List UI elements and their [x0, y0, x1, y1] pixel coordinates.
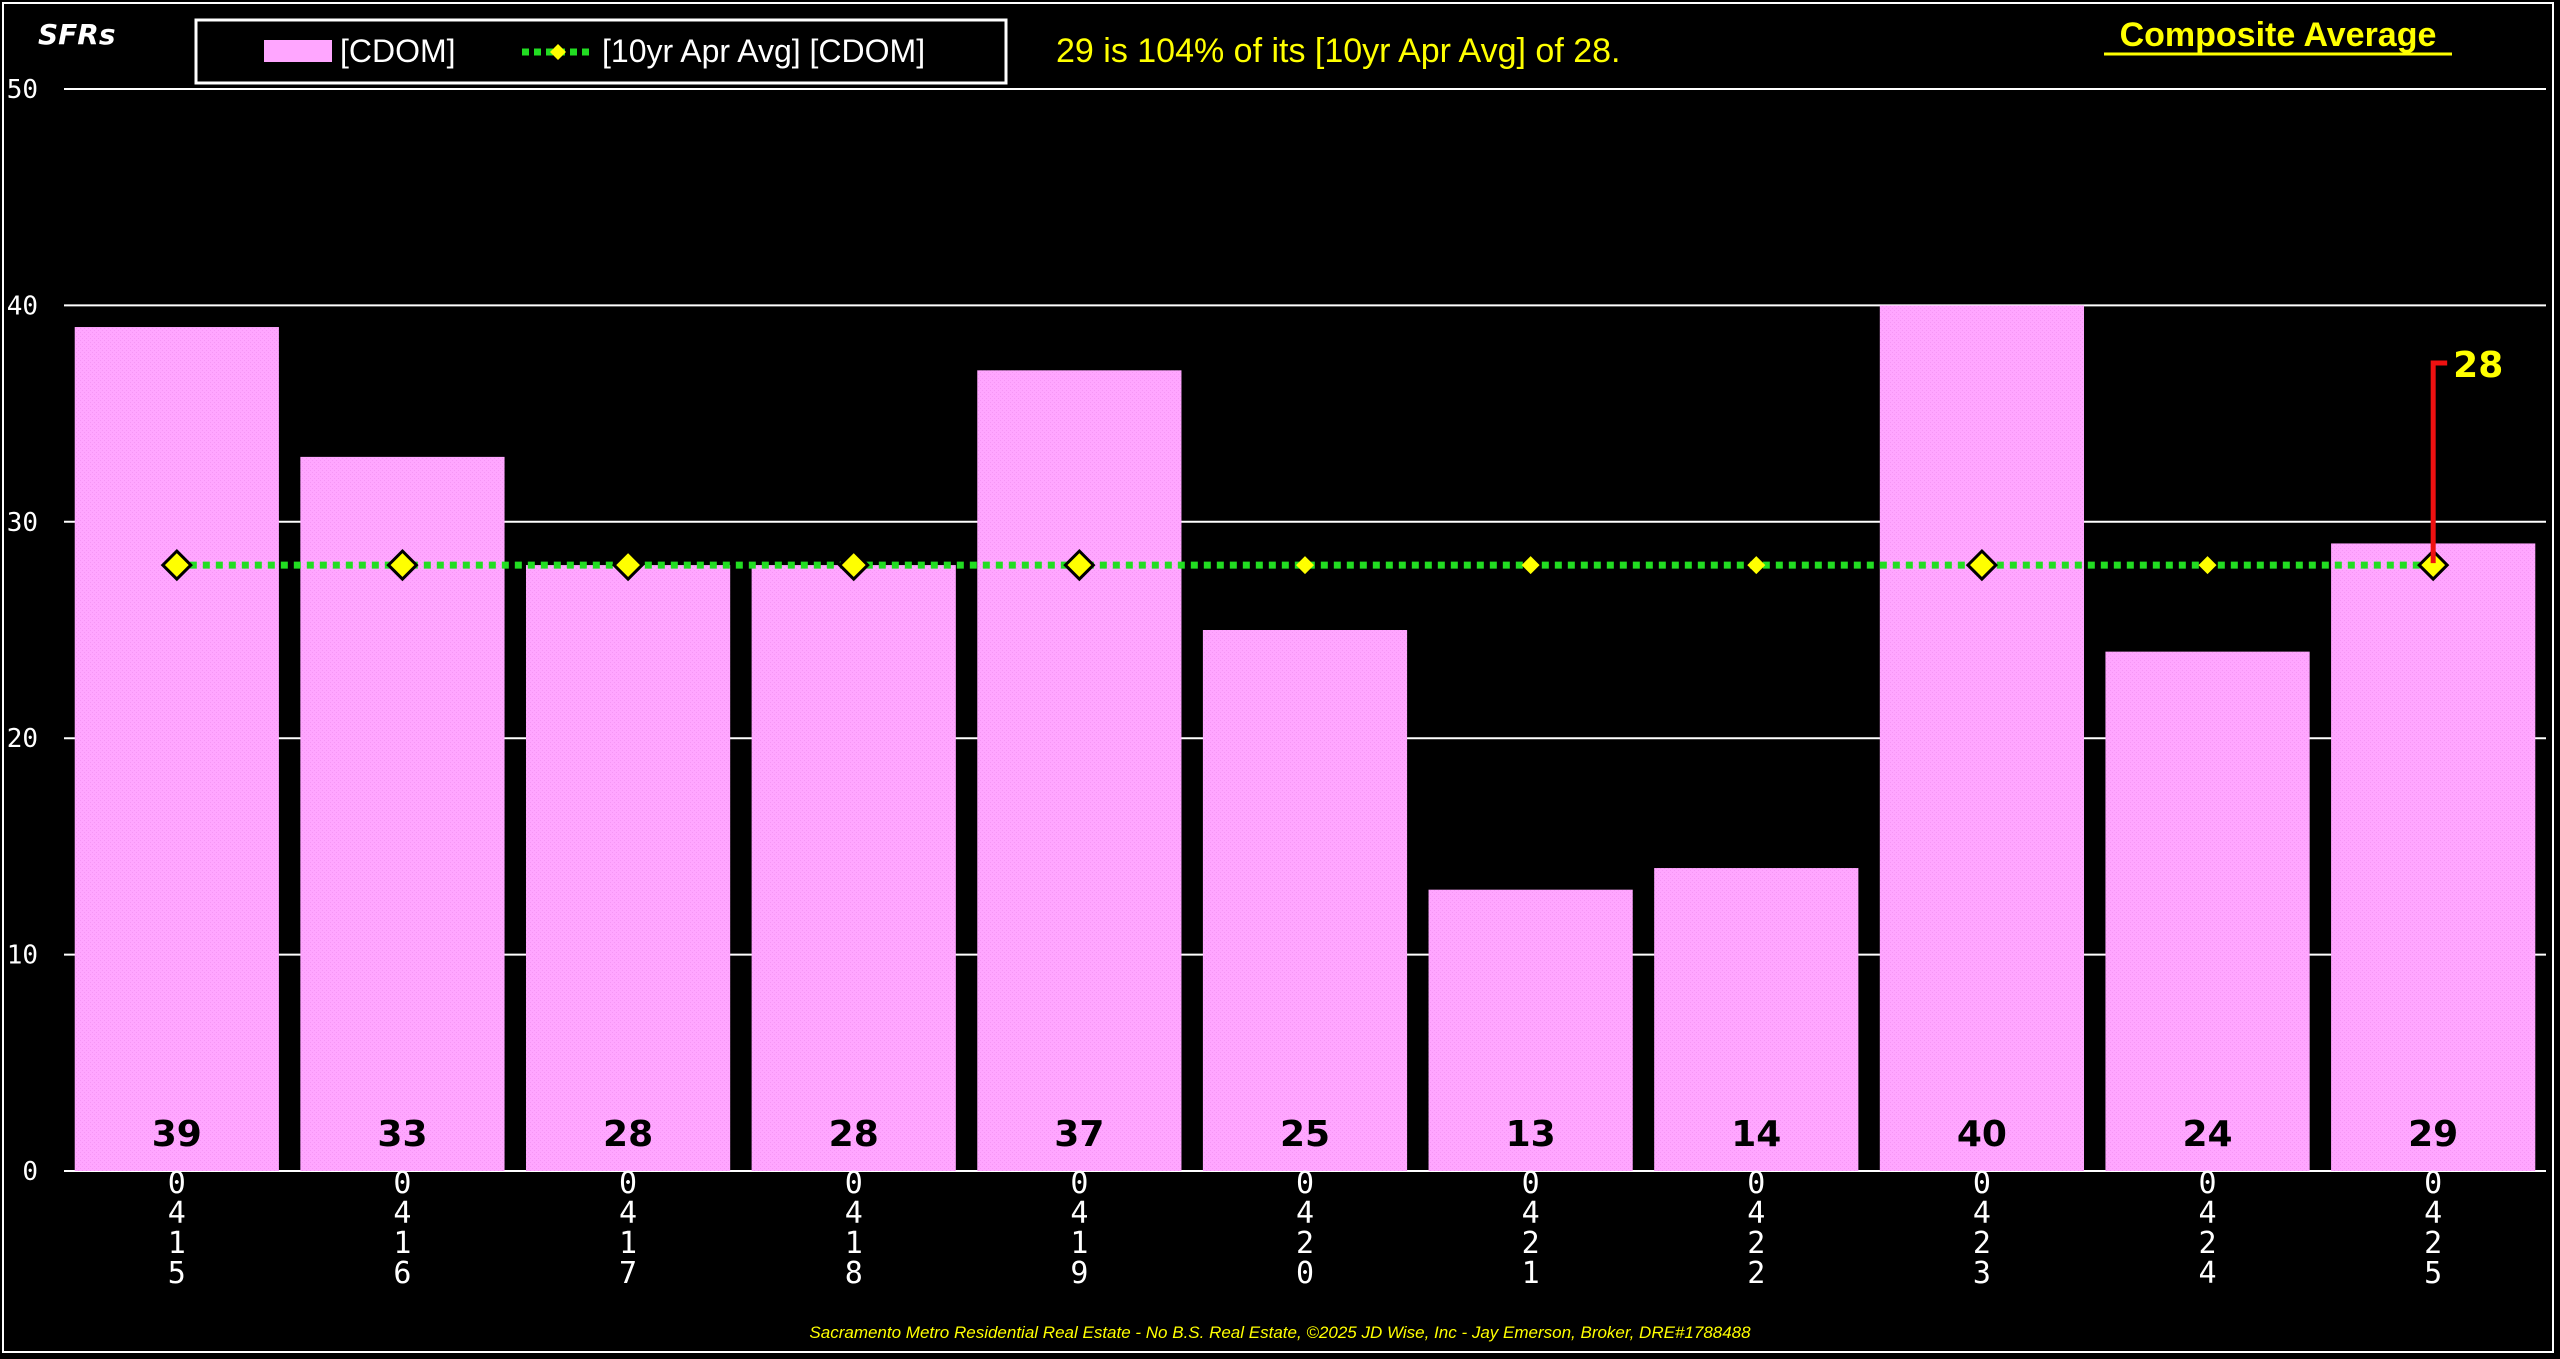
y-tick-label: 10: [7, 941, 38, 971]
average-markers: [160, 548, 2450, 582]
y-tick-label: 50: [7, 75, 38, 105]
bar: [74, 327, 279, 1171]
bar: [751, 565, 956, 1171]
y-tick-label: 30: [7, 508, 38, 538]
bar-value-label: 39: [152, 1114, 202, 1155]
summary-text: 29 is 104% of its [10yr Apr Avg] of 28.: [1056, 32, 1621, 70]
y-tick-label: 20: [7, 724, 38, 754]
bar: [1654, 868, 1859, 1171]
legend-bar-label: [CDOM]: [340, 33, 456, 69]
bar: [525, 565, 731, 1171]
legend: [CDOM] [10yr Apr Avg] [CDOM]: [194, 18, 1008, 85]
bar: [2105, 651, 2310, 1171]
average-marker: [837, 548, 870, 582]
average-marker: [1296, 556, 1314, 575]
bar-value-label: 14: [1731, 1114, 1781, 1155]
average-marker: [1965, 548, 1999, 582]
footer-credit: Sacramento Metro Residential Real Estate…: [809, 1323, 1751, 1342]
corner-label: SFRs: [38, 18, 116, 51]
average-marker: [1063, 548, 1096, 582]
y-tick-label: 0: [22, 1157, 38, 1187]
bar: [1202, 630, 1408, 1171]
legend-bar-swatch: [264, 40, 332, 62]
y-axis-ticks: 0 10 20 30 40 50: [7, 75, 38, 1187]
average-marker: [2198, 556, 2217, 575]
average-marker: [160, 548, 193, 582]
average-marker: [611, 548, 645, 582]
average-marker: [1747, 556, 1766, 575]
bar-value-label: 28: [829, 1114, 879, 1155]
bar-value-label: 25: [1280, 1114, 1330, 1155]
chart-heading: Composite Average: [2120, 16, 2437, 54]
y-tick-label: 40: [7, 291, 38, 321]
legend-diamond-icon: [550, 44, 566, 60]
bar-value-label: 24: [2182, 1114, 2232, 1155]
bar-value-label: 33: [377, 1114, 427, 1155]
x-axis-ticks: 0 4 1 5 0 4 1 6 0 4 1 7 0 4 1 8 0 4 1 9 0 4 2 0 0 4 2 1 0 4 2 2 0 4 2 3 0 4 2 4…: [168, 1166, 2442, 1291]
bar-value-labels: 39 33 28 28 37 25 13 14 40 24 29: [152, 1114, 2458, 1155]
bar-value-label: 40: [1957, 1114, 2007, 1155]
bar: [2331, 543, 2536, 1171]
bar: [1879, 305, 2085, 1171]
average-marker: [2417, 548, 2450, 582]
average-marker: [386, 548, 419, 582]
legend-line-label: [10yr Apr Avg] [CDOM]: [602, 33, 925, 69]
average-marker: [1521, 556, 1540, 575]
callout-leader: [2430, 360, 2448, 564]
bar: [977, 370, 1182, 1171]
bar-value-label: 28: [603, 1114, 653, 1155]
bar-value-label: 37: [1054, 1114, 1104, 1155]
callout: 28: [2430, 345, 2503, 564]
bar-value-label: 13: [1506, 1114, 1556, 1155]
bar: [1428, 889, 1633, 1171]
bar-value-label: 29: [2408, 1114, 2458, 1155]
callout-label: 28: [2453, 345, 2503, 386]
bars: [74, 305, 2536, 1171]
